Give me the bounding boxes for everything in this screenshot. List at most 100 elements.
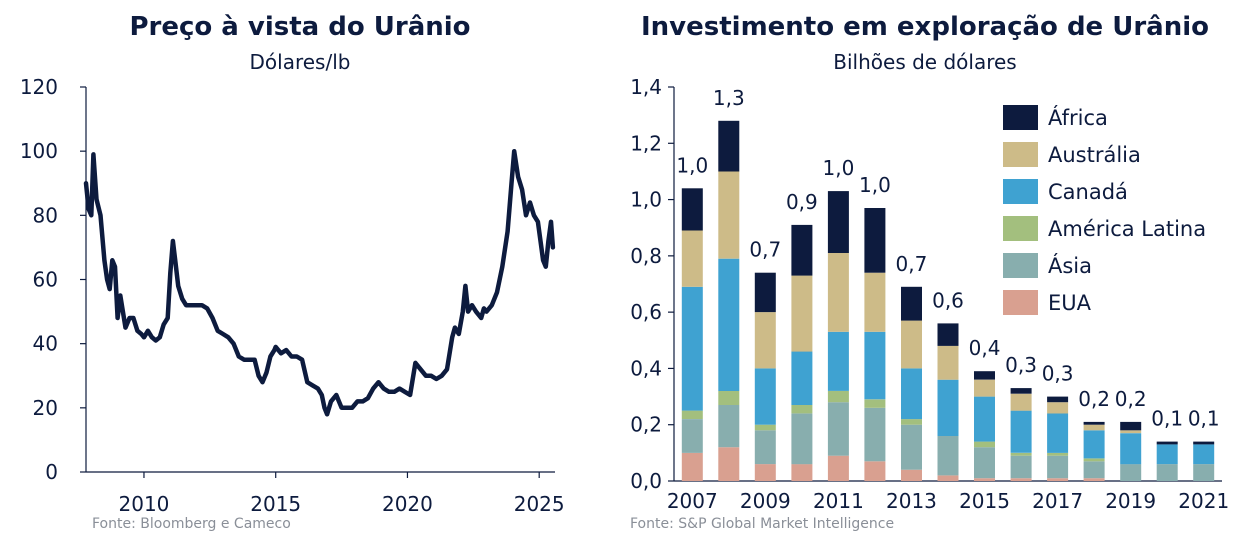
bar-segment xyxy=(1083,430,1105,459)
x-tick-label: 2015 xyxy=(250,492,301,516)
y-tick-label: 1,2 xyxy=(630,131,662,155)
stacked-bar-chart: 0,00,20,40,60,81,01,21,41,01,30,70,91,01… xyxy=(630,75,1229,513)
data-label: 0,2 xyxy=(1078,387,1110,411)
data-label: 1,0 xyxy=(822,156,854,180)
bar-segment xyxy=(937,436,959,476)
bar-segment xyxy=(1047,413,1069,453)
bar-segment xyxy=(827,191,849,253)
bar-segment xyxy=(681,419,703,453)
bar-segment xyxy=(718,120,740,172)
bar-segment xyxy=(791,275,813,352)
bar-segment xyxy=(901,419,922,425)
bar-segment xyxy=(974,379,995,397)
bar-segment xyxy=(791,224,813,276)
bar-segment xyxy=(754,464,776,481)
legend-label: EUA xyxy=(1048,291,1092,315)
bar-segment xyxy=(1193,441,1215,445)
x-tick-label: 2025 xyxy=(514,492,565,516)
bar-segment xyxy=(901,286,922,321)
line-chart: 0 20 40 60 80 100 120 2010 2015 2020 2025 xyxy=(20,75,565,516)
bar-segment xyxy=(791,351,813,405)
bar-segment xyxy=(1193,464,1215,481)
data-label: 0,6 xyxy=(932,288,964,312)
bar-segment xyxy=(681,188,703,231)
bar-segment xyxy=(974,447,995,479)
y-tick-label: 0,8 xyxy=(630,244,662,268)
y-tick-label: 100 xyxy=(20,139,58,163)
data-label: 0,2 xyxy=(1115,387,1147,411)
x-tick-label: 2010 xyxy=(119,492,170,516)
bar-segment xyxy=(1010,478,1032,481)
x-tick-label: 2009 xyxy=(740,489,791,513)
x-tick-label: 2021 xyxy=(1178,489,1229,513)
bar-segment xyxy=(901,469,922,481)
bar-segment xyxy=(1120,464,1142,481)
y-tick-label: 120 xyxy=(20,75,58,99)
x-tick-label: 2017 xyxy=(1032,489,1083,513)
bar-segment xyxy=(681,286,703,411)
bar-segment xyxy=(1010,393,1032,411)
legend-label: África xyxy=(1048,105,1108,130)
y-tick-label: 0,4 xyxy=(630,356,662,380)
y-tick-label: 0 xyxy=(45,460,58,484)
bar-segment xyxy=(718,171,740,259)
chart-title: Preço à vista do Urânio xyxy=(129,12,471,42)
legend-label: América Latina xyxy=(1048,217,1206,241)
bar-segment xyxy=(1083,461,1105,479)
bar-segment xyxy=(1083,478,1105,481)
x-tick-label: 2020 xyxy=(382,492,433,516)
legend-swatch xyxy=(1003,290,1038,315)
bar-segment xyxy=(827,390,849,403)
y-tick-label: 20 xyxy=(33,396,58,420)
source-note: Fonte: S&P Global Market Intelligence xyxy=(630,516,895,532)
x-tick-label: 2013 xyxy=(886,489,937,513)
bar-segment xyxy=(1083,421,1105,425)
data-label: 0,3 xyxy=(1042,362,1074,386)
bar-segment xyxy=(901,424,922,470)
bar-segment xyxy=(791,413,813,465)
bar-segment xyxy=(864,331,886,400)
legend-swatch xyxy=(1003,253,1038,278)
bar-segment xyxy=(864,208,886,273)
bar-segment xyxy=(864,407,886,462)
legend-label: Ásia xyxy=(1048,253,1092,278)
bar-segment xyxy=(1120,433,1142,465)
series-line xyxy=(83,148,556,417)
bar-segment xyxy=(937,323,959,346)
y-tick-label: 60 xyxy=(33,268,58,292)
bar-segment xyxy=(1010,388,1032,394)
chart-subtitle: Bilhões de dólares xyxy=(833,50,1017,74)
source-note: Fonte: Bloomberg e Cameco xyxy=(92,516,291,532)
y-tick-label: 0,0 xyxy=(630,469,662,493)
bar-segment xyxy=(681,452,703,481)
bar-segment xyxy=(1047,396,1069,403)
legend-label: Canadá xyxy=(1048,180,1128,204)
bar-segment xyxy=(827,455,849,481)
y-tick-label: 40 xyxy=(33,332,58,356)
bar-segment xyxy=(864,461,886,481)
bar-segment xyxy=(974,371,995,380)
bar-segment xyxy=(1010,452,1032,456)
bar-segment xyxy=(937,379,959,436)
bar-segment xyxy=(1193,444,1215,465)
data-label: 1,3 xyxy=(713,86,745,110)
bar-segment xyxy=(974,441,995,448)
bar-segment xyxy=(791,464,813,481)
investment-chart-panel: Investimento em exploração de Urânio Bil… xyxy=(610,0,1240,547)
data-label: 1,0 xyxy=(676,153,708,177)
bar-segment xyxy=(754,430,776,465)
bar-segment xyxy=(1156,464,1178,481)
bar-segment xyxy=(754,312,776,369)
y-tick-label: 0,2 xyxy=(630,413,662,437)
bar-segment xyxy=(718,447,740,481)
legend-swatch xyxy=(1003,179,1038,204)
bar-segment xyxy=(754,368,776,425)
bar-segment xyxy=(1010,410,1032,453)
y-tick-label: 80 xyxy=(33,203,58,227)
bar-segment xyxy=(681,410,703,419)
bar-segment xyxy=(1156,444,1178,465)
data-label: 0,7 xyxy=(896,252,928,276)
x-tick-label: 2015 xyxy=(959,489,1010,513)
bar-segment xyxy=(937,345,959,380)
chart-title: Investimento em exploração de Urânio xyxy=(640,12,1210,42)
